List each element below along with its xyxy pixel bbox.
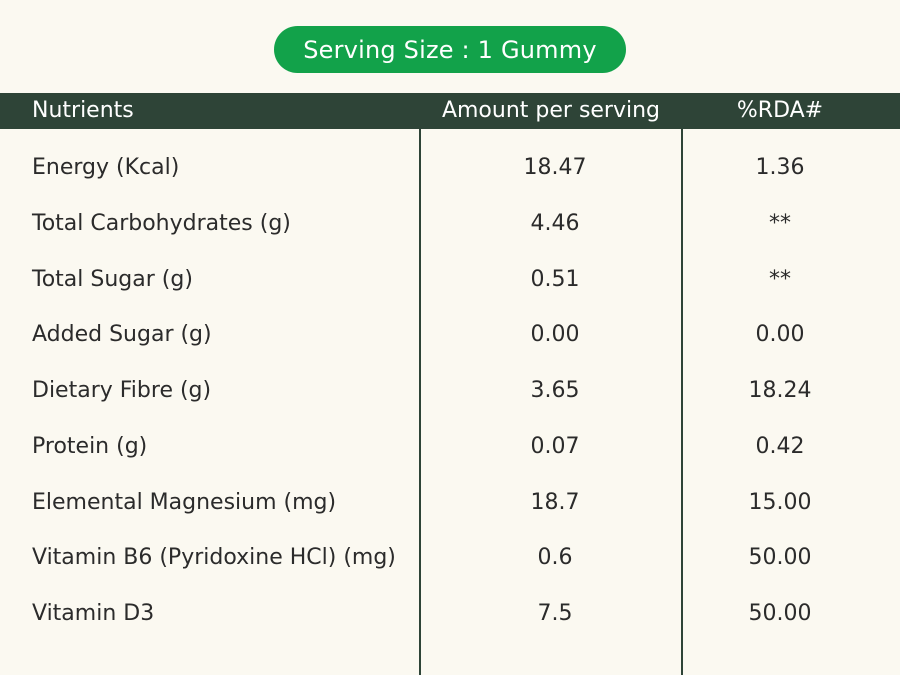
nutrient-rda: 0.42 — [755, 433, 805, 459]
nutrient-amount: 18.7 — [530, 489, 580, 515]
header-nutrients: Nutrients — [32, 98, 134, 123]
table-row: Vitamin B6 (Pyridoxine HCl) (mg) 0.6 50.… — [0, 530, 900, 586]
nutrient-amount: 0.6 — [537, 545, 573, 571]
nutrient-name: Vitamin B6 (Pyridoxine HCl) (mg) — [32, 545, 396, 571]
nutrient-amount: 4.46 — [530, 210, 580, 236]
table-row: Dietary Fibre (g) 3.65 18.24 — [0, 363, 900, 419]
serving-size-badge: Serving Size : 1 Gummy — [274, 26, 626, 73]
table-row: Total Carbohydrates (g) 4.46 ** — [0, 196, 900, 252]
column-divider-1 — [419, 129, 421, 675]
nutrient-rda: 18.24 — [748, 378, 812, 403]
table-row: Total Sugar (g) 0.51 ** — [0, 252, 900, 308]
nutrient-name: Elemental Magnesium (mg) — [32, 489, 337, 515]
nutrient-amount: 0.51 — [530, 266, 580, 292]
nutrient-amount: 18.47 — [523, 155, 587, 180]
nutrient-rda: ** — [769, 266, 791, 292]
nutrient-amount: 7.5 — [537, 601, 573, 626]
table-row: Added Sugar (g) 0.00 0.00 — [0, 307, 900, 363]
nutrient-rda: 50.00 — [748, 545, 812, 571]
nutrient-rda: 0.00 — [755, 322, 805, 348]
table-row: Vitamin D3 7.5 50.00 — [0, 586, 900, 642]
nutrient-rda: 50.00 — [748, 601, 812, 626]
header-rda: %RDA# — [736, 98, 824, 123]
nutrient-rda: 1.36 — [755, 155, 805, 180]
nutrient-amount: 0.07 — [530, 433, 580, 459]
nutrient-name: Dietary Fibre (g) — [32, 378, 212, 403]
table-header: Nutrients Amount per serving %RDA# — [0, 93, 900, 129]
column-divider-2 — [681, 129, 683, 675]
nutrient-name: Added Sugar (g) — [32, 322, 212, 348]
nutrient-name: Total Sugar (g) — [32, 266, 193, 292]
table-row: Energy (Kcal) 18.47 1.36 — [0, 140, 900, 196]
nutrient-rda: 15.00 — [748, 489, 812, 515]
nutrition-table-body: Energy (Kcal) 18.47 1.36 Total Carbohydr… — [0, 140, 900, 642]
nutrient-amount: 3.65 — [530, 378, 580, 403]
table-row: Protein (g) 0.07 0.42 — [0, 419, 900, 475]
table-row: Elemental Magnesium (mg) 18.7 15.00 — [0, 475, 900, 531]
nutrient-name: Total Carbohydrates (g) — [32, 210, 291, 236]
nutrient-name: Vitamin D3 — [32, 601, 155, 626]
nutrient-name: Energy (Kcal) — [32, 155, 180, 180]
nutrient-rda: ** — [769, 210, 791, 236]
nutrient-amount: 0.00 — [530, 322, 580, 348]
header-amount: Amount per serving — [441, 98, 661, 123]
nutrient-name: Protein (g) — [32, 433, 148, 459]
